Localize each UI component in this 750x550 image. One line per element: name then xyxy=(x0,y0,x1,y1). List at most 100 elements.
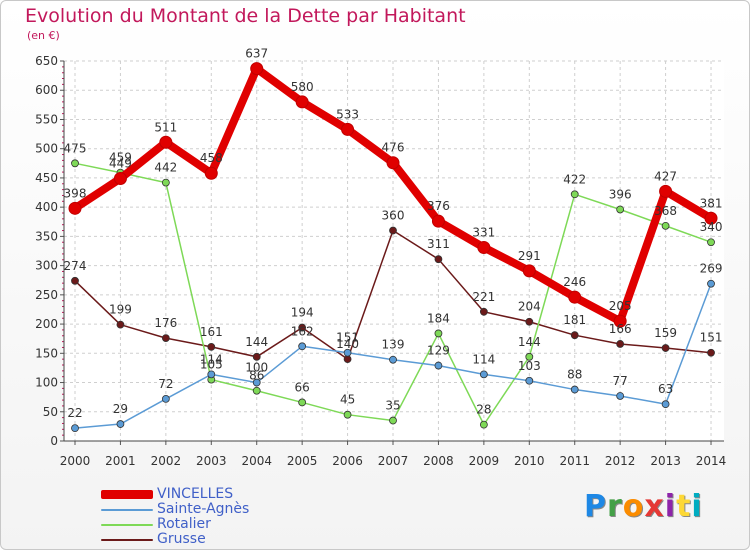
data-point-rotalier xyxy=(616,205,625,214)
data-label-rotalier: 475 xyxy=(64,141,87,155)
chart-title: Evolution du Montant de la Dette par Hab… xyxy=(25,5,466,27)
data-point-grusse xyxy=(479,307,488,316)
data-point-grusse xyxy=(116,320,125,329)
chart-subtitle: (en €) xyxy=(27,29,60,42)
y-tick-label: 250 xyxy=(35,288,58,302)
data-label-sainte-agnes: 103 xyxy=(518,359,541,373)
data-point-rotalier xyxy=(570,190,579,199)
data-point-sainte-agnes xyxy=(707,279,715,288)
x-tick-label: 2004 xyxy=(241,454,272,468)
y-tick-label: 450 xyxy=(35,171,58,185)
data-label-sainte-agnes: 72 xyxy=(158,377,173,391)
data-point-vincelles xyxy=(431,214,445,228)
data-point-grusse xyxy=(207,342,216,351)
data-point-sainte-agnes xyxy=(570,385,579,394)
data-label-rotalier: 184 xyxy=(427,311,450,325)
y-tick-label: 600 xyxy=(35,83,58,97)
logo-letter: i xyxy=(691,489,703,524)
legend-item-vincelles: VINCELLES xyxy=(101,487,249,502)
data-point-grusse xyxy=(707,348,715,357)
data-label-rotalier: 35 xyxy=(385,399,400,413)
data-label-sainte-agnes: 100 xyxy=(245,361,268,375)
x-tick-label: 2000 xyxy=(60,454,91,468)
data-point-grusse xyxy=(161,334,170,343)
y-tick-label: 500 xyxy=(35,142,58,156)
y-tick-label: 650 xyxy=(35,54,58,68)
legend-swatch-rotalier xyxy=(101,523,153,526)
data-point-vincelles xyxy=(68,201,82,215)
data-label-sainte-agnes: 151 xyxy=(336,331,359,345)
logo-letter: t xyxy=(676,489,692,524)
y-tick-label: 300 xyxy=(35,259,58,273)
legend-label-vincelles: VINCELLES xyxy=(157,486,234,502)
y-tick-label: 100 xyxy=(35,376,58,390)
data-point-sainte-agnes xyxy=(661,400,670,409)
data-label-grusse: 166 xyxy=(609,322,632,336)
legend-swatch-grusse xyxy=(101,538,153,541)
data-point-sainte-agnes xyxy=(434,361,443,370)
data-point-sainte-agnes xyxy=(298,342,307,351)
data-label-grusse: 311 xyxy=(427,237,450,251)
data-label-rotalier: 66 xyxy=(295,380,310,394)
data-point-vincelles xyxy=(386,156,400,170)
data-label-vincelles: 331 xyxy=(472,225,495,239)
legend-label-grusse: Grusse xyxy=(157,531,206,547)
x-tick-label: 2010 xyxy=(514,454,545,468)
data-label-vincelles: 246 xyxy=(563,275,586,289)
data-label-vincelles: 533 xyxy=(336,107,359,121)
x-tick-label: 2007 xyxy=(378,454,409,468)
data-point-sainte-agnes xyxy=(116,420,125,428)
data-label-vincelles: 381 xyxy=(700,196,723,210)
data-point-grusse xyxy=(298,323,307,332)
proxiti-logo: Proxiti xyxy=(584,489,703,524)
y-tick-label: 50 xyxy=(43,405,58,419)
x-tick-label: 2008 xyxy=(423,454,454,468)
data-label-rotalier: 105 xyxy=(200,358,223,372)
data-point-rotalier xyxy=(434,329,443,338)
data-point-rotalier xyxy=(661,221,670,230)
data-point-vincelles xyxy=(613,314,627,328)
data-label-vincelles: 476 xyxy=(382,141,405,155)
data-point-sainte-agnes xyxy=(616,392,625,400)
legend-item-rotalier: Rotalier xyxy=(101,517,249,532)
data-point-rotalier xyxy=(389,416,397,425)
legend-swatch-sainte-agnes xyxy=(101,508,153,511)
data-point-rotalier xyxy=(343,410,352,419)
x-tick-label: 2006 xyxy=(332,454,363,468)
logo-letter: i xyxy=(664,489,677,524)
data-label-rotalier: 86 xyxy=(249,369,264,383)
x-tick-label: 2002 xyxy=(151,454,182,468)
data-point-sainte-agnes xyxy=(525,376,534,385)
y-tick-label: 0 xyxy=(50,434,58,448)
data-label-grusse: 161 xyxy=(200,325,223,339)
data-point-grusse xyxy=(661,344,670,352)
x-tick-label: 2003 xyxy=(196,454,227,468)
data-label-sainte-agnes: 29 xyxy=(113,402,128,416)
x-tick-label: 2001 xyxy=(105,454,136,468)
data-point-sainte-agnes xyxy=(343,348,352,357)
x-tick-label: 2014 xyxy=(696,454,727,468)
data-label-vincelles: 398 xyxy=(64,186,87,200)
legend-swatch-vincelles xyxy=(101,490,153,499)
legend-item-grusse: Grusse xyxy=(101,532,249,547)
x-tick-label: 2012 xyxy=(605,454,636,468)
data-label-sainte-agnes: 77 xyxy=(613,374,628,388)
x-tick-label: 2011 xyxy=(559,454,590,468)
logo-letter: o xyxy=(622,489,645,524)
y-tick-label: 350 xyxy=(35,229,58,243)
data-label-grusse: 360 xyxy=(382,209,405,223)
x-tick-label: 2005 xyxy=(287,454,318,468)
data-label-rotalier: 45 xyxy=(340,393,355,407)
data-point-grusse xyxy=(389,226,397,235)
data-point-sainte-agnes xyxy=(161,395,170,403)
data-point-vincelles xyxy=(568,290,582,304)
data-label-sainte-agnes: 22 xyxy=(67,406,82,420)
data-label-grusse: 274 xyxy=(64,259,87,273)
data-point-grusse xyxy=(434,255,443,264)
data-label-grusse: 176 xyxy=(154,316,177,330)
logo-letter: x xyxy=(644,489,665,524)
plot-area xyxy=(64,61,724,441)
data-label-sainte-agnes: 88 xyxy=(567,368,582,382)
